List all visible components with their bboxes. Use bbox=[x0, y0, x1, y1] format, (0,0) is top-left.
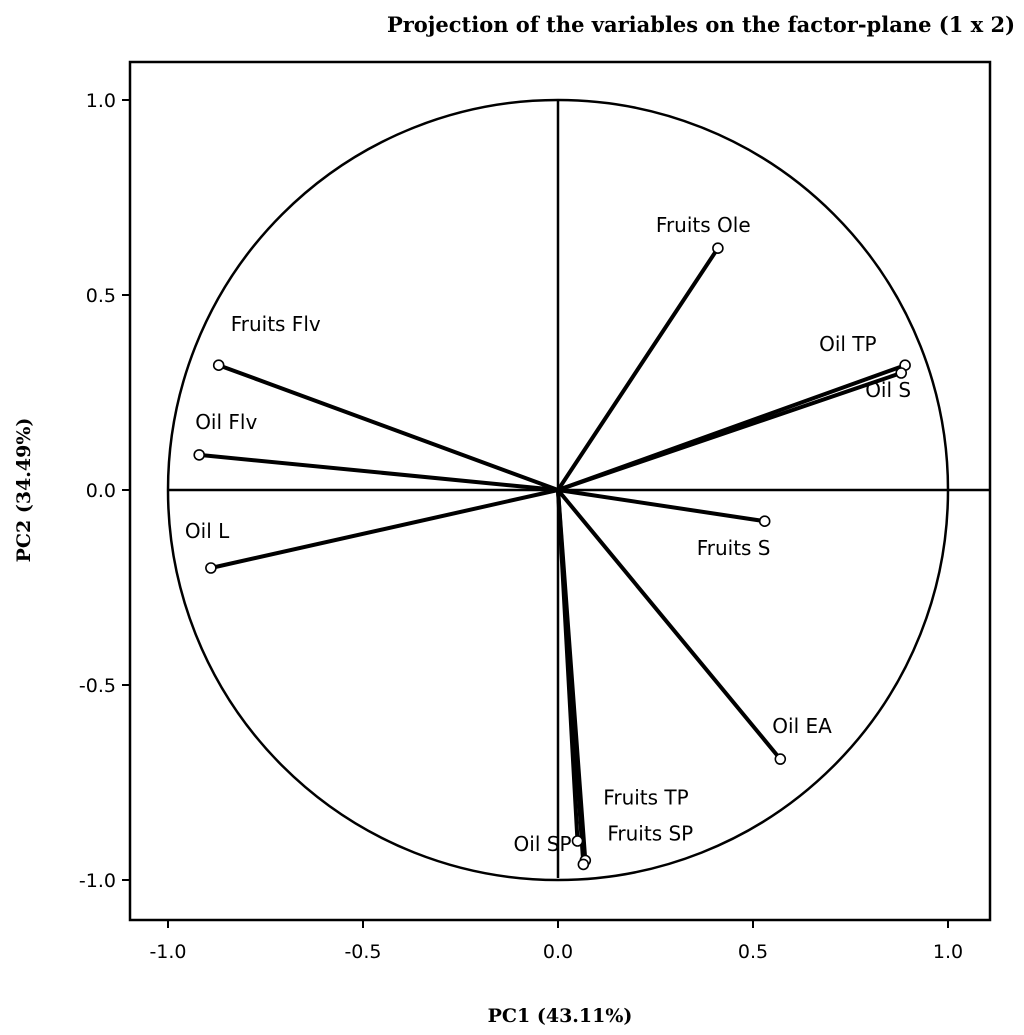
y-tick-label: -1.0 bbox=[79, 870, 116, 892]
x-tick-label: 1.0 bbox=[933, 941, 963, 963]
point-label: Fruits Flv bbox=[231, 312, 321, 336]
x-tick-label: 0.0 bbox=[543, 941, 573, 963]
chart-title: Projection of the variables on the facto… bbox=[387, 12, 1015, 37]
point-label: Oil SP bbox=[514, 832, 572, 856]
point-label: Oil S bbox=[865, 378, 911, 402]
loading-vector bbox=[556, 488, 580, 843]
x-tick-label: -1.0 bbox=[149, 941, 186, 963]
loading-point bbox=[193, 449, 205, 461]
x-tick-label: -0.5 bbox=[344, 941, 381, 963]
x-tick-label: 0.5 bbox=[738, 941, 768, 963]
point-label: Fruits SP bbox=[607, 821, 693, 845]
loading-vector bbox=[556, 488, 783, 762]
loading-vector bbox=[556, 246, 720, 492]
loading-point bbox=[571, 835, 584, 847]
loading-point bbox=[205, 562, 217, 574]
loading-vector bbox=[208, 488, 560, 570]
loading-vector bbox=[556, 488, 767, 524]
loading-point bbox=[895, 367, 908, 379]
loading-vector bbox=[216, 363, 560, 492]
loading-vector bbox=[197, 452, 560, 492]
y-axis-title: PC2 (34.49%) bbox=[13, 418, 35, 563]
point-label: Oil TP bbox=[819, 332, 877, 356]
loading-point bbox=[212, 359, 225, 372]
loading-point bbox=[774, 753, 787, 765]
point-label: Fruits S bbox=[697, 536, 771, 560]
loading-vector bbox=[556, 371, 904, 492]
y-tick-label: -0.5 bbox=[79, 675, 116, 697]
y-tick-label: 1.0 bbox=[86, 90, 116, 112]
loading-point bbox=[577, 858, 590, 871]
point-label: Oil Flv bbox=[195, 410, 257, 434]
point-label: Oil EA bbox=[772, 714, 832, 738]
point-label: Fruits TP bbox=[603, 786, 688, 810]
point-label: Oil L bbox=[185, 519, 230, 543]
x-axis-title: PC1 (43.11%) bbox=[488, 1005, 633, 1027]
loading-point bbox=[758, 515, 771, 528]
loading-point bbox=[712, 242, 724, 254]
point-label: Fruits Ole bbox=[656, 213, 751, 237]
y-tick-label: 0.0 bbox=[86, 480, 116, 502]
y-tick-label: 0.5 bbox=[86, 285, 116, 307]
